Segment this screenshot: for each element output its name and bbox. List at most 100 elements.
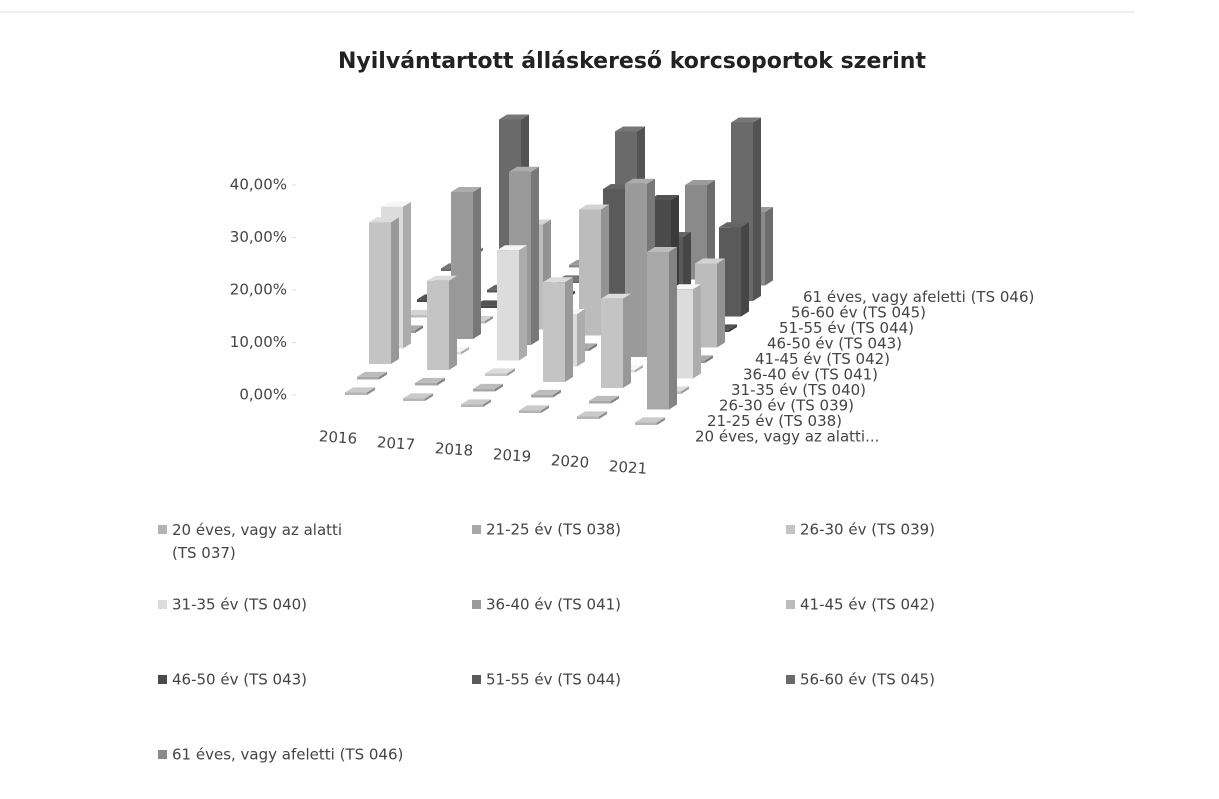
y-tick-label: 0,00% bbox=[239, 386, 287, 404]
legend-swatch bbox=[786, 600, 795, 609]
bar-top bbox=[499, 114, 529, 120]
bar-side bbox=[623, 293, 631, 388]
bar-side bbox=[391, 217, 399, 364]
bar-top bbox=[369, 217, 399, 223]
legend-swatch bbox=[158, 600, 167, 609]
bar-side bbox=[635, 364, 643, 373]
legend-swatch bbox=[472, 525, 481, 534]
bar bbox=[647, 247, 677, 410]
series-axis-label: 61 éves, vagy afeletti (TS 046) bbox=[803, 288, 1034, 306]
legend-label: 56-60 év (TS 045) bbox=[800, 671, 935, 689]
bar-top bbox=[685, 180, 715, 185]
bar bbox=[601, 293, 631, 388]
bar-side bbox=[461, 346, 469, 355]
bar-side bbox=[681, 386, 689, 394]
legend-label-line: (TS 037) bbox=[172, 544, 236, 562]
bar-side bbox=[599, 411, 607, 419]
legend-label-line: 20 éves, vagy az alatti bbox=[172, 521, 342, 539]
bar-top bbox=[647, 247, 677, 252]
bar-top bbox=[473, 383, 503, 389]
bar-top bbox=[509, 166, 539, 172]
bar bbox=[427, 275, 457, 370]
series-axis-label: 51-55 év (TS 044) bbox=[779, 319, 914, 337]
bar-top bbox=[531, 389, 561, 395]
y-tick-label: 40,00% bbox=[230, 176, 287, 194]
bar-side bbox=[507, 368, 515, 376]
bar-side bbox=[765, 207, 773, 286]
bar bbox=[345, 387, 375, 395]
y-tick-label: 10,00% bbox=[230, 333, 287, 351]
bar-top bbox=[403, 393, 433, 399]
bar-side bbox=[669, 247, 677, 410]
series-axis-label: 46-50 év (TS 043) bbox=[767, 335, 902, 353]
bar bbox=[485, 368, 515, 376]
bar-top bbox=[625, 178, 655, 184]
bar bbox=[473, 383, 503, 392]
bar-front bbox=[403, 398, 425, 401]
bar-top bbox=[695, 258, 725, 264]
bar-top bbox=[589, 395, 619, 401]
bar-front bbox=[577, 416, 599, 419]
legend-swatch bbox=[158, 675, 167, 684]
bar-side bbox=[449, 275, 457, 370]
bar-side bbox=[519, 245, 527, 361]
legend-label: 41-45 év (TS 042) bbox=[800, 596, 935, 614]
bar bbox=[519, 405, 549, 413]
bar-top bbox=[719, 222, 749, 228]
bar-front bbox=[345, 392, 367, 395]
bar-front bbox=[579, 209, 601, 336]
bar-side bbox=[553, 389, 561, 398]
legend-swatch bbox=[472, 600, 481, 609]
bar-side bbox=[705, 355, 713, 363]
bar bbox=[635, 417, 665, 425]
y-tick-label: 30,00% bbox=[230, 228, 287, 246]
bar-top bbox=[485, 368, 515, 374]
bar-top bbox=[649, 195, 679, 200]
bar-front bbox=[473, 388, 495, 392]
bar bbox=[579, 204, 609, 336]
series-axis-label: 41-45 év (TS 042) bbox=[755, 350, 890, 368]
legend-swatch bbox=[472, 675, 481, 684]
bar bbox=[403, 393, 433, 401]
bar-front bbox=[497, 250, 519, 361]
series-axis-label: 56-60 év (TS 045) bbox=[791, 304, 926, 322]
bar-side bbox=[485, 315, 493, 324]
bar-side bbox=[577, 309, 585, 367]
legend-label: 46-50 év (TS 043) bbox=[172, 671, 307, 689]
bar-side bbox=[541, 405, 549, 413]
bar-side bbox=[717, 258, 725, 348]
legend-label: 31-35 év (TS 040) bbox=[172, 596, 307, 614]
bar-top bbox=[615, 126, 645, 132]
bar bbox=[357, 371, 387, 380]
bar-side bbox=[495, 383, 503, 392]
legend-swatch bbox=[158, 525, 167, 534]
bar-front bbox=[647, 252, 669, 410]
bar-side bbox=[415, 325, 423, 333]
bar bbox=[461, 399, 491, 407]
y-tick-label: 20,00% bbox=[230, 281, 287, 299]
bar-side bbox=[693, 284, 701, 379]
bar-front bbox=[427, 280, 449, 370]
legend-label: 26-30 év (TS 039) bbox=[800, 521, 935, 539]
series-axis-label: 31-35 év (TS 040) bbox=[731, 381, 866, 399]
bar-side bbox=[707, 180, 715, 280]
bar-top bbox=[579, 204, 609, 210]
bar-top bbox=[519, 405, 549, 411]
series-axis-label: 21-25 év (TS 038) bbox=[707, 412, 842, 430]
x-tick-label: 2020 bbox=[550, 451, 589, 472]
bar-front bbox=[369, 222, 391, 364]
bar-top bbox=[357, 371, 387, 377]
bar-side bbox=[565, 277, 573, 382]
bar bbox=[415, 377, 445, 386]
chart-title: Nyilvántartott álláskereső korcsoportok … bbox=[338, 49, 926, 74]
bar-front bbox=[475, 305, 497, 308]
bar-side bbox=[403, 201, 411, 349]
bar-top bbox=[427, 275, 457, 281]
x-tick-label: 2017 bbox=[376, 433, 415, 454]
bar-front bbox=[589, 400, 611, 404]
bar-front bbox=[461, 404, 483, 407]
bar bbox=[543, 277, 573, 382]
legend-label: 21-25 év (TS 038) bbox=[486, 521, 621, 539]
bar-side bbox=[483, 399, 491, 407]
